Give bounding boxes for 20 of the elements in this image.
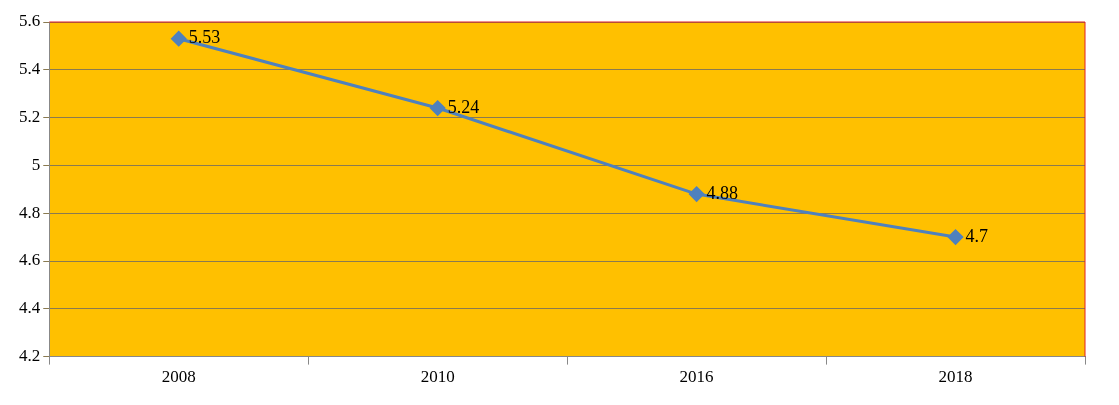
y-tick-label: 5 [31, 154, 41, 174]
data-label: 5.53 [188, 27, 221, 48]
data-label: 5.24 [447, 96, 480, 117]
data-label: 4.88 [706, 182, 739, 203]
y-tick-label: 4.6 [19, 250, 41, 270]
y-tick-label: 5.4 [19, 59, 41, 79]
y-tick-label: 4.4 [19, 298, 41, 318]
x-tick-label: 2016 [679, 367, 714, 387]
y-tick-label: 5.2 [19, 107, 41, 127]
x-tick-label: 2008 [161, 367, 196, 387]
x-tick-label: 2018 [938, 367, 973, 387]
y-tick-label: 5.6 [19, 11, 41, 31]
y-tick-label: 4.2 [19, 346, 41, 366]
point [430, 100, 446, 116]
point [171, 31, 187, 47]
x-tick-label: 2010 [420, 367, 455, 387]
y-tick-label: 4.8 [19, 202, 41, 222]
point [689, 186, 705, 202]
data-label: 4.7 [965, 225, 989, 246]
point [948, 229, 964, 245]
